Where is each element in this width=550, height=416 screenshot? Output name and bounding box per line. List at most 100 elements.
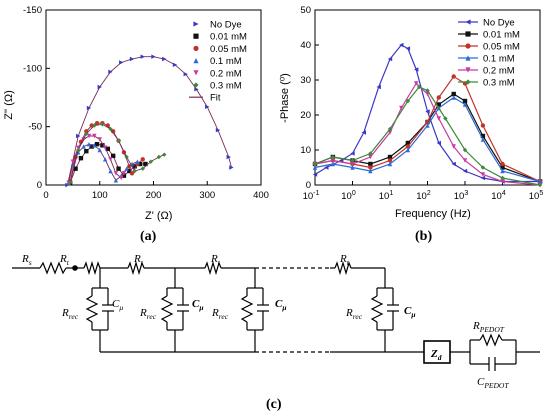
data-point-a (129, 171, 135, 176)
resistor-rt-2 (127, 260, 145, 276)
legend-label-a: No Dye (210, 20, 242, 31)
legend-label-a: 0.2 mM (210, 68, 242, 79)
data-point-b (436, 116, 441, 121)
legend-label-b: 0.2 mM (483, 66, 515, 77)
data-point-b (451, 74, 456, 79)
svg-text:Rrec: Rrec (139, 307, 157, 321)
svg-text:Rt: Rt (210, 253, 221, 267)
x-tick-label-a: 200 (146, 190, 162, 201)
data-point-a (76, 145, 81, 150)
legend-swatch-a (193, 70, 199, 76)
svg-text:Rt: Rt (133, 253, 144, 267)
data-point-b (387, 154, 393, 160)
legend-swatch-b (465, 31, 471, 37)
data-point-b (312, 161, 318, 167)
data-point-b (312, 165, 318, 170)
y-axis-label-a: Z'' (Ω) (3, 90, 15, 120)
data-point-b (387, 130, 393, 135)
data-point-a (162, 152, 167, 157)
data-point-a (113, 171, 119, 176)
data-point-b (405, 144, 411, 149)
data-point-a (156, 154, 162, 160)
legend-swatch-a (193, 33, 199, 39)
data-point-a (110, 153, 116, 159)
data-point-b (350, 158, 355, 163)
data-point-a (97, 84, 102, 90)
data-point-b (368, 151, 373, 156)
data-point-b (480, 175, 486, 181)
svg-text:Rrec: Rrec (61, 307, 79, 321)
data-point-b (500, 161, 505, 167)
resistor-rrec (85, 295, 99, 323)
x-tick-label-b: 102 (416, 190, 431, 202)
svg-text:Cμ: Cμ (275, 298, 287, 312)
x-axis-label-b: Frequency (Hz) (395, 208, 471, 220)
x-tick-label-a: 300 (199, 190, 215, 201)
data-point-a (81, 144, 86, 149)
data-point-b (451, 144, 456, 149)
data-point-a (121, 171, 127, 176)
resistor-rt-1 (83, 260, 101, 276)
data-point-a (76, 147, 81, 153)
x-tick-label-b: 105 (529, 190, 544, 202)
x-tick-label-b: 100 (341, 190, 356, 202)
y-tick-label-b: 10 (300, 145, 311, 156)
data-point-b (500, 165, 505, 170)
y-tick-label-b: 40 (300, 40, 311, 51)
legend-label-b: 0.05 mM (483, 42, 520, 53)
x-tick-label-a: 0 (43, 190, 48, 201)
data-point-b (405, 46, 411, 51)
resistor-rt-4 (334, 260, 352, 276)
x-tick-label-b: 103 (454, 190, 469, 202)
panel-caption-a: (a) (140, 229, 157, 244)
svg-text:Rrec: Rrec (345, 307, 363, 321)
data-point-a (78, 155, 84, 161)
data-point-b (387, 56, 393, 62)
data-point-a (92, 123, 97, 128)
legend-label-a: 0.05 mM (210, 44, 247, 55)
data-point-a (124, 166, 129, 171)
svg-text:Rs: Rs (21, 253, 32, 267)
data-point-b (537, 179, 543, 184)
data-point-a (151, 54, 156, 59)
x-tick-label-b: 101 (379, 190, 394, 202)
svg-text:Zd: Zd (430, 348, 442, 362)
data-point-a (140, 157, 145, 162)
data-point-a (67, 180, 73, 185)
data-point-b (414, 81, 419, 86)
legend-label-b: 0.01 mM (483, 30, 520, 41)
data-point-b (451, 161, 456, 167)
y-tick-label-b: 20 (300, 110, 311, 121)
axis-ticks-b: 10-1 100 101 102 103 104 105 0 10 20 30 40 50 (300, 5, 543, 202)
svg-text:RPEDOT: RPEDOT (472, 320, 505, 334)
data-point-b (425, 109, 430, 114)
legend-swatch-a (193, 82, 199, 88)
rec-cmu-branches (85, 268, 399, 352)
data-marks-a (65, 54, 234, 188)
panel-caption-b: (b) (415, 229, 432, 244)
data-point-a (116, 138, 121, 143)
data-marks-b (312, 42, 543, 188)
data-point-b (399, 105, 404, 111)
legend-label-b: No Dye (483, 18, 515, 29)
data-point-a (121, 173, 127, 178)
data-point-a (84, 148, 89, 154)
y-axis-label-b: -Phase (⁰) (279, 73, 291, 123)
data-point-a (172, 62, 178, 68)
data-point-b (480, 165, 486, 170)
data-point-b (405, 98, 411, 104)
series-line-b (314, 82, 541, 186)
axis-ticks-a: 0 100 200 300 400 -150 -100 -50 0 (23, 5, 269, 201)
data-point-a (215, 127, 221, 133)
data-point-a (140, 54, 145, 59)
data-point-a (94, 120, 100, 126)
data-point-b (350, 151, 355, 156)
data-point-b (462, 147, 468, 153)
data-point-a (137, 161, 143, 167)
data-point-b (414, 67, 419, 72)
data-point-a (94, 141, 100, 147)
y-tick-label-a: -150 (23, 5, 42, 16)
data-point-b (480, 172, 486, 177)
svg-text:Rrec: Rrec (211, 307, 229, 321)
